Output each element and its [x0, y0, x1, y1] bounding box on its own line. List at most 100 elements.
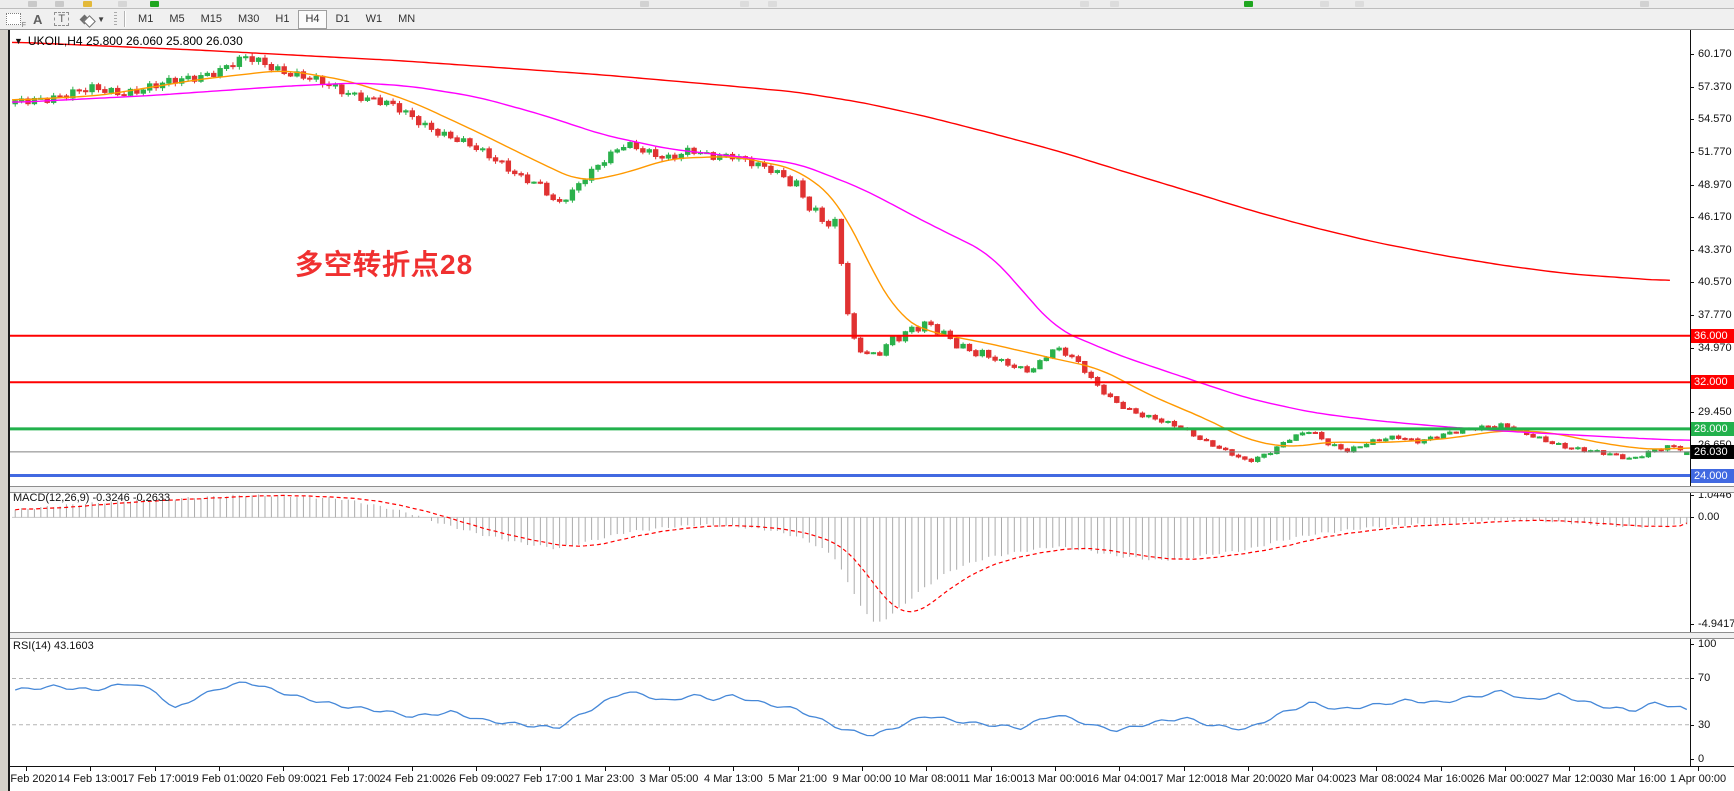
axis-tick: [1690, 494, 1694, 496]
toolbar-grip[interactable]: [114, 12, 118, 26]
rsi-panel-splitter[interactable]: [8, 632, 1734, 639]
time-axis-label: 18 Mar 20:00: [1215, 773, 1281, 785]
price-axis-label: 48.970: [1698, 178, 1732, 191]
grid-f-tool-button[interactable]: [2, 10, 26, 29]
time-axis-label: 3 Mar 05:00: [639, 773, 699, 785]
time-axis-tick: [540, 767, 542, 771]
grid-f-icon: [6, 13, 26, 29]
axis-tick: [1690, 282, 1694, 284]
symbol-dropdown-icon[interactable]: ▼: [14, 36, 23, 46]
toolbar-separator: [124, 11, 127, 27]
toolbar-icon-fragment: [640, 1, 649, 7]
price-axis-label: 40.570: [1698, 276, 1732, 289]
chart-toolbar: A T ▼ M1 M5 M15 M30 H1 H4 D1 W1 MN: [0, 9, 1734, 30]
time-axis-tick: [1440, 767, 1442, 771]
timeframe-bar: M1 M5 M15 M30 H1 H4 D1 W1 MN: [130, 9, 423, 29]
text-label-icon: A: [33, 11, 43, 27]
time-axis-tick: [1183, 767, 1185, 771]
time-axis-label: 13 Mar 00:00: [1022, 773, 1088, 785]
time-axis-tick: [1633, 767, 1635, 771]
text-tool-icon: T: [54, 12, 70, 26]
toolbar-icon-fragment: [740, 1, 749, 7]
time-axis-tick: [1119, 767, 1121, 771]
time-axis-label: 17 Mar 12:00: [1151, 773, 1216, 785]
time-axis-label: 1 Apr 00:00: [1669, 773, 1727, 785]
time-axis-tick: [926, 767, 928, 771]
time-axis-tick: [669, 767, 671, 771]
rsi-axis-label: 0: [1698, 753, 1705, 766]
time-axis-label: 10 Mar 08:00: [893, 773, 959, 785]
macd-axis-label: 0.00: [1698, 511, 1720, 524]
axis-tick: [1690, 724, 1694, 726]
price-axis-label: 46.170: [1698, 211, 1732, 224]
macd-signal-line: [15, 494, 1688, 613]
candles-layer: [12, 53, 1690, 463]
time-axis-tick: [1312, 767, 1314, 771]
ma-medium-line: [11, 82, 1691, 441]
time-axis-tick: [1054, 767, 1056, 771]
axis-tick: [1690, 624, 1694, 626]
time-axis-tick: [347, 767, 349, 771]
chart-title[interactable]: ▼ UKOIL,H4 25.800 26.060 25.800 26.030: [14, 34, 243, 48]
timeframe-button-m1[interactable]: M1: [138, 13, 154, 25]
time-axis-label: 17 Feb 17:00: [122, 773, 188, 785]
time-axis[interactable]: 13 Feb 2020 14 Feb 13:00 17 Feb 17:00 19 Fe…: [0, 766, 1734, 791]
time-axis-tick: [604, 767, 606, 771]
price-level-badge: 26.030: [1691, 444, 1734, 459]
time-axis-tick: [218, 767, 220, 771]
timeframe-button-w1[interactable]: W1: [365, 13, 383, 25]
time-axis-label: 19 Feb 01:00: [186, 773, 252, 785]
chart-left-border: [8, 29, 10, 791]
axis-tick: [1690, 119, 1694, 121]
ma-slow-line: [11, 41, 1670, 281]
timeframe-button-h1[interactable]: H1: [275, 13, 290, 25]
time-axis-label: 16 Mar 04:00: [1086, 773, 1152, 785]
axis-tick: [1690, 643, 1694, 645]
timeframe-button-mn[interactable]: MN: [398, 13, 416, 25]
price-level-badge: 36.000: [1691, 328, 1734, 343]
text-tool-button[interactable]: T: [50, 10, 73, 28]
timeframe-button-m30[interactable]: M30: [238, 13, 260, 25]
time-axis-label: 30 Mar 16:00: [1601, 773, 1667, 785]
macd-axis-label: -4.9417: [1698, 618, 1734, 631]
price-level-badge: 24.000: [1691, 468, 1734, 483]
time-axis-label: 4 Mar 13:00: [704, 773, 763, 785]
rsi-axis-label: 70: [1698, 672, 1711, 685]
axis-tick: [1690, 184, 1694, 186]
time-axis-label: 1 Mar 23:00: [575, 773, 635, 785]
time-axis-tick: [1505, 767, 1507, 771]
rsi-axis-label: 100: [1698, 637, 1717, 650]
toolbar-icon-fragment: [768, 1, 777, 7]
axis-tick: [1690, 249, 1694, 251]
toolbar-icon-fragment: [83, 1, 92, 7]
timeframe-button-m5[interactable]: M5: [169, 13, 185, 25]
price-axis[interactable]: [1690, 29, 1734, 766]
price-level-badge: 28.000: [1691, 421, 1734, 436]
toolbar-icon-fragment: [1355, 1, 1364, 7]
text-label-tool-button[interactable]: A: [29, 10, 46, 28]
shapes-tool-button[interactable]: ▼: [77, 10, 109, 28]
time-axis-tick: [797, 767, 799, 771]
time-axis-tick: [1247, 767, 1249, 771]
time-axis-label: 5 Mar 21:00: [768, 773, 828, 785]
axis-tick: [1690, 678, 1694, 680]
timeframe-button-m15[interactable]: M15: [200, 13, 223, 25]
axis-tick: [1690, 86, 1694, 88]
time-axis-label: 11 Mar 16:00: [958, 773, 1023, 785]
chart-title-text: UKOIL,H4 25.800 26.060 25.800 26.030: [27, 34, 243, 48]
time-axis-tick: [90, 767, 92, 771]
time-axis-tick: [990, 767, 992, 771]
toolbar-icon-fragment: [118, 1, 127, 7]
toolbar-icon-fragment: [1640, 1, 1649, 7]
macd-panel-splitter[interactable]: [8, 486, 1734, 493]
timeframe-button-h4[interactable]: H4: [298, 9, 327, 29]
timeframe-button-d1[interactable]: D1: [335, 13, 350, 25]
price-axis-label: 51.770: [1698, 145, 1732, 158]
toolbar-icon-fragment: [1244, 1, 1253, 7]
time-axis-label: 20 Feb 09:00: [250, 773, 316, 785]
time-axis-label: 26 Mar 00:00: [1472, 773, 1538, 785]
price-axis-label: 54.570: [1698, 113, 1732, 126]
time-axis-tick: [154, 767, 156, 771]
chart-text-annotation[interactable]: 多空转折点28: [295, 249, 474, 280]
